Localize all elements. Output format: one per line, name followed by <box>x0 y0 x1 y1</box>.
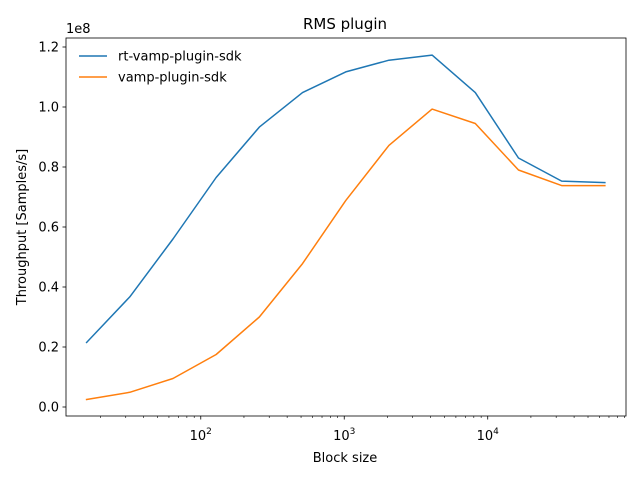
y-tick-label: 1.0 <box>38 101 59 116</box>
legend-label: vamp-plugin-sdk <box>118 71 227 86</box>
x-axis-label: Block size <box>313 451 378 466</box>
y-tick-label: 0.4 <box>38 281 59 296</box>
y-offset-label: 1e8 <box>66 22 91 37</box>
y-tick-label: 1.2 <box>38 41 59 56</box>
series-line-0 <box>85 54 606 344</box>
y-tick-label: 0.8 <box>38 161 59 176</box>
y-axis-label: Throughput [Samples/s] <box>15 149 30 306</box>
y-tick-label: 0.0 <box>38 401 59 416</box>
plot-area: 0.0 0.2 0.4 0.6 0.8 1.0 1.2 102 103 104 <box>38 37 627 444</box>
series-line-1 <box>85 108 606 401</box>
chart-title: RMS plugin <box>303 15 387 33</box>
y-tick-label: 0.6 <box>38 221 59 236</box>
legend-label: rt-vamp-plugin-sdk <box>118 50 242 65</box>
y-tick-label: 0.2 <box>38 341 59 356</box>
x-tick-label: 102 <box>190 427 212 444</box>
x-tick-label: 104 <box>477 427 500 444</box>
legend: rt-vamp-plugin-sdk vamp-plugin-sdk <box>79 50 242 86</box>
x-tick-label: 103 <box>333 427 355 444</box>
